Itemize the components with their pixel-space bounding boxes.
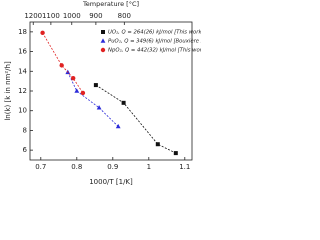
x2-tick-label: 1200: [24, 12, 42, 20]
legend-marker: [101, 30, 105, 34]
legend-label: PuO₂, Q = 349(6) kJ/mol [Bouxière 2019]: [108, 38, 201, 45]
x-axis-label: 1000/T [1/K]: [89, 178, 133, 186]
fit-line: [67, 72, 119, 127]
data-point: [59, 63, 64, 68]
data-point: [71, 75, 76, 81]
legend-marker: [100, 47, 106, 53]
y-tick-label: 6: [23, 146, 28, 154]
y-tick-label: 18: [18, 28, 27, 36]
y-tick-label: 14: [18, 67, 27, 75]
data-point: [121, 100, 126, 105]
chart: Temperature [°C] 1000/T [1/K] ln(k) [k i…: [4, 0, 216, 186]
data-point: [96, 105, 102, 110]
x2-tick-label: 1100: [42, 12, 60, 20]
x-tick-label: 0.8: [71, 163, 82, 171]
x-tick-label: 0.9: [107, 163, 118, 171]
y-tick-label: 16: [18, 48, 27, 56]
y-tick-label: 10: [18, 107, 27, 115]
data-point: [115, 123, 121, 129]
data-point: [40, 30, 45, 36]
data-point: [93, 83, 98, 88]
fit-line: [95, 84, 176, 154]
x-tick-label: 1.1: [179, 163, 190, 171]
data-point: [173, 151, 178, 156]
legend-marker: [100, 38, 106, 43]
x2-tick-label: 1000: [63, 12, 81, 20]
x-tick-label: 0.7: [35, 163, 46, 171]
legend-label: UO₂, Q = 264(26) kJ/mol [This work]: [108, 30, 201, 36]
x2-tick-label: 800: [118, 12, 131, 20]
data-point: [80, 90, 86, 96]
legend-label: NpO₂, Q = 442(32) kJ/mol [This work]: [108, 48, 201, 54]
fit-line: [42, 32, 84, 94]
x2-tick-label: 900: [89, 12, 102, 20]
y-tick-label: 8: [23, 126, 27, 134]
data-point: [74, 88, 80, 93]
y-tick-label: 12: [18, 87, 27, 95]
y-axis-label: ln(k) [k in nm²/h]: [4, 61, 12, 121]
x2-axis-label: Temperature [°C]: [82, 0, 139, 8]
data-point: [155, 142, 160, 147]
x-tick-label: 1: [147, 163, 151, 171]
